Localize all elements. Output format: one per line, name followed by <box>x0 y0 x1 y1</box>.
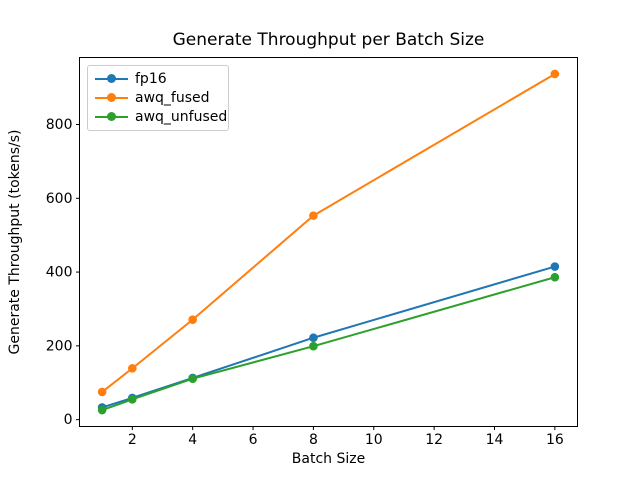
y-axis-label: Generate Throughput (tokens/s) <box>7 129 23 355</box>
series-line-awq_unfused <box>101 276 556 411</box>
x-tick-label: 6 <box>249 432 258 448</box>
series-marker-awq_unfused <box>97 405 107 415</box>
chart-title: Generate Throughput per Batch Size <box>172 30 485 50</box>
series-marker-awq_fused <box>309 211 318 220</box>
y-tick-label: 600 <box>46 191 73 207</box>
series-marker-awq_fused <box>188 315 197 324</box>
series-marker-awq_fused <box>550 69 560 79</box>
y-tick-label: 800 <box>46 117 73 133</box>
axes-spines <box>79 57 578 427</box>
legend-label-fp16: fp16 <box>135 70 167 87</box>
series-marker-awq_unfused <box>128 395 137 404</box>
x-tick-label: 8 <box>309 432 318 448</box>
legend-label-awq_fused: awq_fused <box>135 89 210 106</box>
x-tick-label: 14 <box>486 432 504 448</box>
y-tick-label: 400 <box>46 265 73 281</box>
series-marker-awq_unfused <box>188 374 197 383</box>
x-tick-label: 2 <box>128 432 137 448</box>
y-tick-label: 0 <box>64 412 73 428</box>
x-tick-label: 12 <box>425 432 443 448</box>
series-marker-fp16 <box>550 262 560 271</box>
series-marker-awq_fused <box>128 364 137 373</box>
series-marker-awq_fused <box>97 387 107 397</box>
x-axis-label: Batch Size <box>291 451 366 467</box>
legend-line-marker-icon <box>95 74 128 84</box>
legend-row-fp16: fp16 <box>88 69 228 88</box>
legend: fp16 awq_fused awq_unfused <box>87 65 229 131</box>
series-marker-fp16 <box>309 333 318 343</box>
legend-row-awq_fused: awq_fused <box>88 88 228 107</box>
legend-marker-dot <box>107 93 116 102</box>
y-tick-label: 200 <box>46 338 73 354</box>
x-tick-label: 4 <box>188 432 197 448</box>
legend-marker-dot <box>107 74 116 83</box>
legend-line-marker-icon <box>95 93 128 103</box>
legend-line-marker-icon <box>95 112 128 122</box>
x-tick-label: 16 <box>546 432 564 448</box>
x-tick-label: 10 <box>365 432 383 448</box>
legend-label-awq_unfused: awq_unfused <box>135 108 228 125</box>
series-marker-awq_unfused <box>550 272 560 282</box>
legend-row-awq_unfused: awq_unfused <box>88 107 228 126</box>
legend-marker-dot <box>107 112 116 121</box>
series-marker-awq_unfused <box>309 341 318 351</box>
